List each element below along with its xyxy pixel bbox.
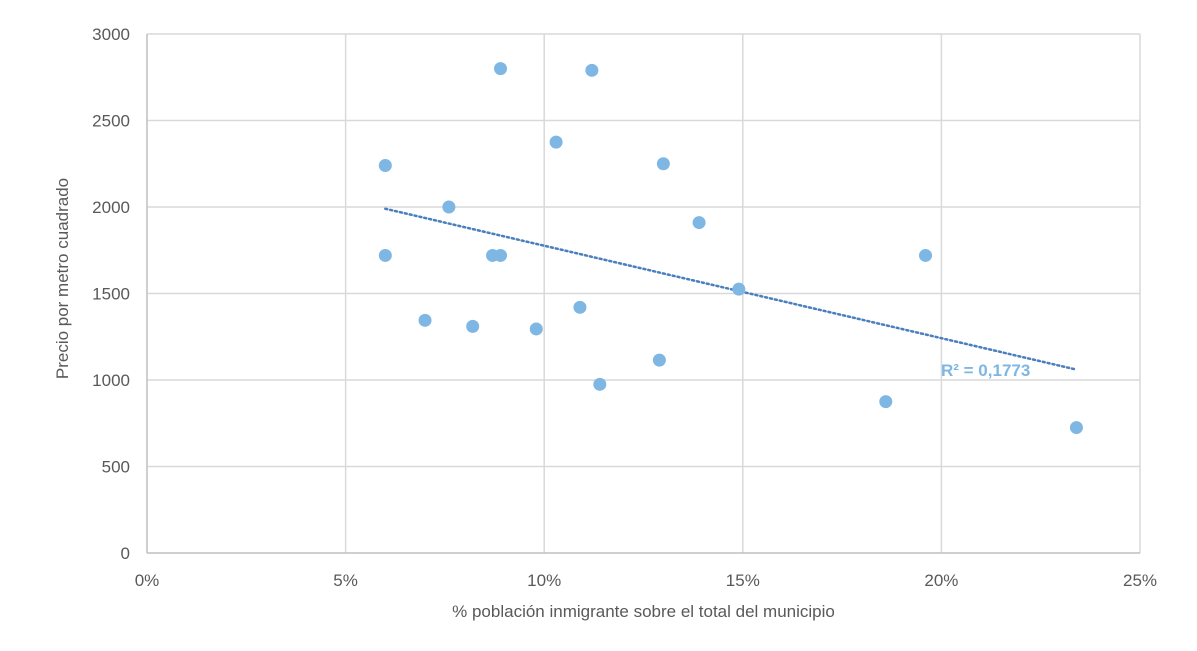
scatter-point [656, 157, 670, 171]
scatter-point [652, 353, 666, 367]
x-axis-title: % población inmigrante sobre el total de… [452, 602, 835, 621]
data-points [378, 62, 1083, 435]
axes: 0 500 1000 1500 2000 2500 3000 0% 5% 10% 15% 20% 25% [92, 25, 1157, 590]
y-tick-label: 1500 [92, 285, 130, 304]
x-tick-label: 20% [924, 571, 958, 590]
y-tick-label: 500 [102, 458, 130, 477]
scatter-point [919, 248, 933, 262]
scatter-point [529, 322, 543, 336]
scatter-point [442, 200, 456, 214]
x-tick-label: 5% [333, 571, 358, 590]
trendline-group [384, 207, 1078, 371]
x-tick-label: 15% [726, 571, 760, 590]
y-tick-label: 2000 [92, 198, 130, 217]
grid-lines [147, 33, 1141, 553]
scatter-point [732, 282, 746, 296]
trendline-r2-label: R² = 0,1773 [941, 361, 1030, 380]
scatter-point [585, 63, 599, 77]
scatter-point [879, 395, 893, 409]
scatter-point [466, 319, 480, 333]
y-tick-label: 1000 [92, 371, 130, 390]
scatter-point [378, 248, 392, 262]
scatter-point [692, 216, 706, 230]
trendline [384, 207, 1078, 371]
scatter-point [418, 313, 432, 327]
scatter-point [593, 377, 607, 391]
scatter-point [549, 135, 563, 149]
y-tick-label: 3000 [92, 25, 130, 44]
y-tick-label: 2500 [92, 112, 130, 131]
scatter-point [494, 62, 508, 76]
x-tick-label: 0% [135, 571, 160, 590]
y-axis-title: Precio por metro cuadrado [53, 178, 72, 379]
y-tick-label: 0 [121, 544, 130, 563]
scatter-point [573, 300, 587, 314]
scatter-point [1069, 421, 1083, 435]
scatter-point [378, 158, 392, 172]
x-tick-label: 25% [1123, 571, 1157, 590]
scatter-point [494, 248, 508, 262]
x-tick-label: 10% [527, 571, 561, 590]
